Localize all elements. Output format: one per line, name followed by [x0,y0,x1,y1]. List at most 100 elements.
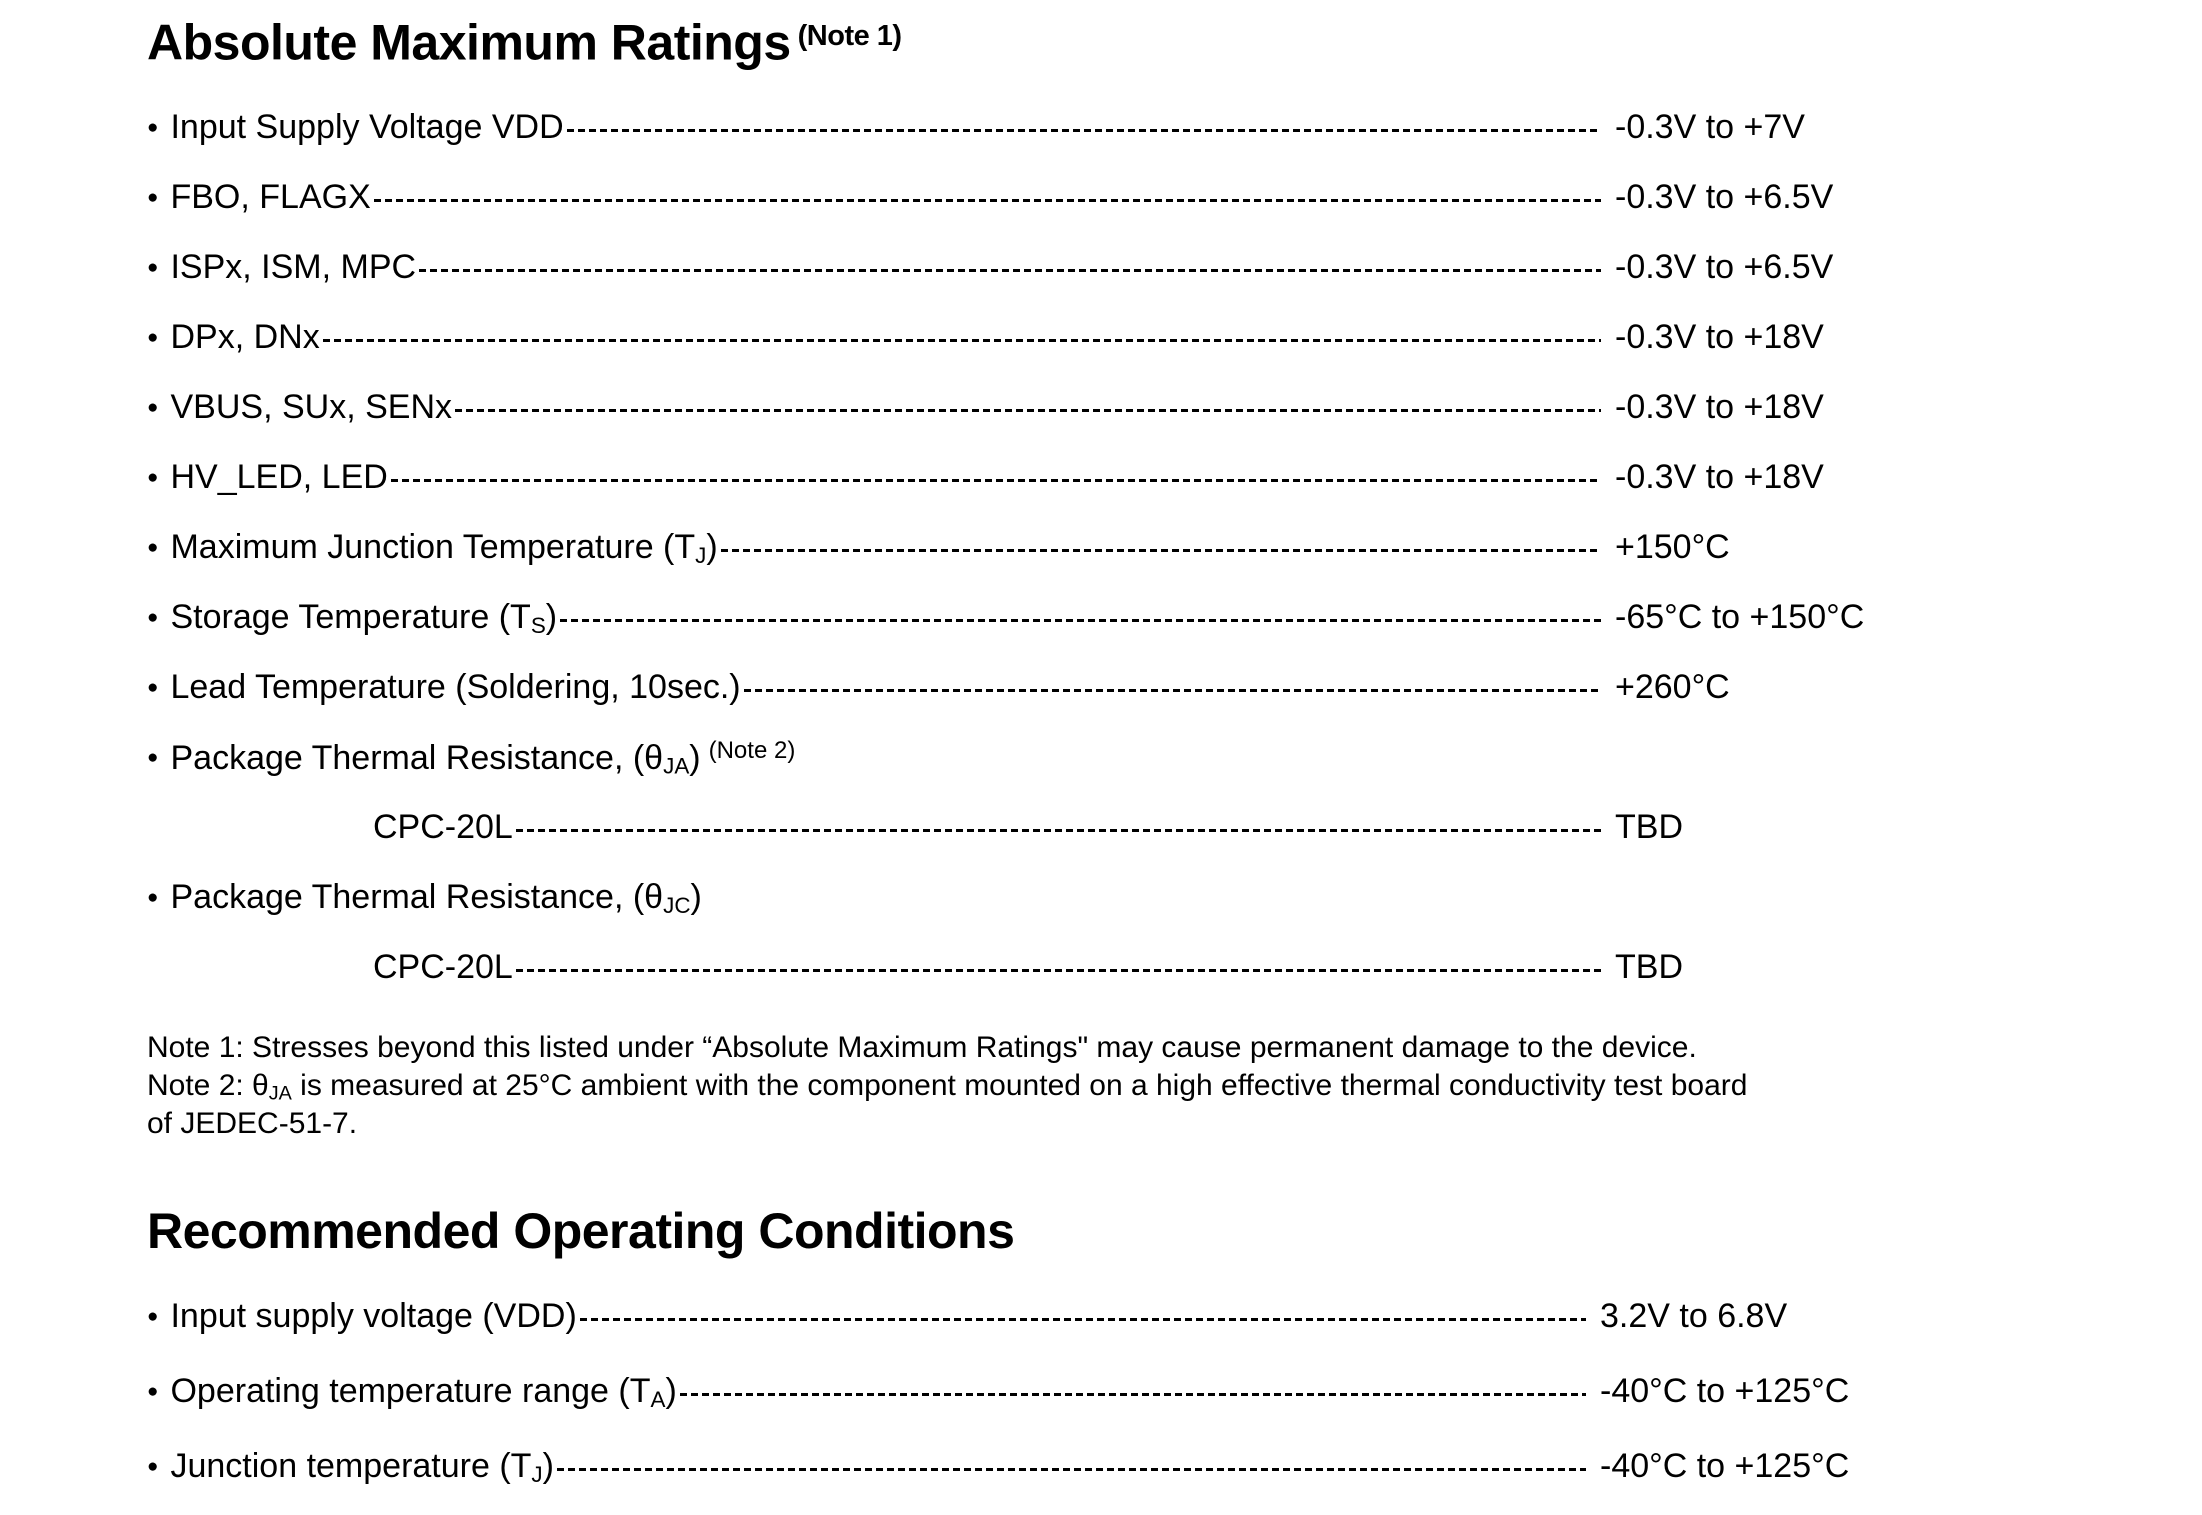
condition-value: 3.2V to 6.8V [1600,1296,1788,1335]
row-lead-zone: ● Input supply voltage (VDD) [147,1297,1600,1336]
bullet-icon: ● [147,887,159,908]
row-lead-zone: ● Maximum Junction Temperature (TJ) [147,528,1615,567]
condition-value: -40°C to +125°C [1600,1446,1850,1485]
dash-leader [390,479,1601,482]
row-lead-zone: ● Operating temperature range (TA) [147,1372,1600,1411]
rating-label: Lead Temperature (Soldering, 10sec.) [170,668,741,706]
dash-leader [743,689,1601,692]
bullet-icon: ● [147,1305,159,1327]
bullet-icon: ● [147,467,159,488]
rating-row: ● HV_LED, LED -0.3V to +18V [147,443,2202,513]
section-title-absolute-maximum-ratings: Absolute Maximum Ratings (Note 1) [147,8,2202,71]
bullet-icon: ● [147,327,159,348]
rating-label: ISPx, ISM, MPC [170,248,417,286]
dash-leader [556,1467,1586,1471]
dash-leader [679,1392,1586,1396]
subscript: J [531,1461,543,1487]
rating-label: Storage Temperature (TS) [170,598,558,638]
rating-value: +150°C [1615,528,1730,566]
condition-row: ● Junction temperature (TJ) -40°C to +12… [147,1429,2202,1504]
rating-row: ● VBUS, SUx, SENx -0.3V to +18V [147,373,2202,443]
row-lead-zone: ● FBO, FLAGX [147,178,1615,217]
dash-leader [566,129,1601,132]
subscript: JA [663,753,690,779]
dash-leader [720,549,1601,552]
rating-row: ● Storage Temperature (TS) -65°C to +150… [147,583,2202,653]
bullet-icon: ● [147,117,159,138]
rating-value: -65°C to +150°C [1615,598,1865,636]
rating-label: CPC-20L [373,808,513,846]
rating-row: ● ISPx, ISM, MPC -0.3V to +6.5V [147,233,2202,303]
row-lead-zone: ● VBUS, SUx, SENx [147,388,1615,427]
rating-label: Maximum Junction Temperature (TJ) [170,528,718,568]
bullet-icon: ● [147,607,159,628]
note-1-ref: (Note 1) [797,20,902,52]
rating-row: ● DPx, DNx -0.3V to +18V [147,303,2202,373]
rating-value: TBD [1615,948,1683,986]
condition-value: -40°C to +125°C [1600,1371,1850,1410]
rating-row: CPC-20L TBD [147,933,2202,1003]
subscript: JC [663,892,691,918]
rating-value: -0.3V to +18V [1615,458,1824,496]
title-text: Absolute Maximum Ratings [147,14,791,71]
dash-leader [515,829,1601,832]
row-lead-zone: ● ISPx, ISM, MPC [147,248,1615,287]
absolute-maximum-ratings-list: ● Input Supply Voltage VDD -0.3V to +7V … [147,93,2202,1003]
row-lead-zone: ● Input Supply Voltage VDD [147,108,1615,147]
bullet-icon: ● [147,397,159,418]
rating-row: ● Maximum Junction Temperature (TJ) +150… [147,513,2202,583]
condition-label: Operating temperature range (TA) [170,1371,677,1412]
condition-label: Junction temperature (TJ) [170,1446,554,1487]
bullet-icon: ● [147,257,159,278]
rating-value: -0.3V to +7V [1615,108,1805,146]
row-lead-zone: ● Lead Temperature (Soldering, 10sec.) [147,668,1615,707]
row-lead-zone: ● Storage Temperature (TS) [147,598,1615,637]
rating-row: ● Package Thermal Resistance, (θJA) (Note… [147,723,2202,793]
bullet-icon: ● [147,537,159,558]
section-title-recommended-operating-conditions: Recommended Operating Conditions [147,1202,1015,1259]
subscript: A [650,1386,666,1412]
dash-leader [515,969,1601,972]
rating-row: ● Lead Temperature (Soldering, 10sec.) +… [147,653,2202,723]
subscript: J [695,542,707,568]
row-lead-zone: ● DPx, DNx [147,318,1615,357]
rating-value: -0.3V to +6.5V [1615,178,1834,216]
rating-value: -0.3V to +6.5V [1615,248,1834,286]
dash-leader [373,199,1601,202]
rating-label: VBUS, SUx, SENx [170,388,452,426]
rating-label: Input Supply Voltage VDD [170,108,564,146]
bullet-icon: ● [147,187,159,208]
dash-leader [419,269,1601,272]
rating-row: ● Package Thermal Resistance, (θJC) [147,863,2202,933]
rating-row: CPC-20L TBD [147,793,2202,863]
rating-label: FBO, FLAGX [170,178,371,216]
condition-row: ● Operating temperature range (TA) -40°C… [147,1354,2202,1429]
row-lead-zone: ● Junction temperature (TJ) [147,1447,1600,1486]
row-lead-zone: ● HV_LED, LED [147,458,1615,497]
recommended-operating-conditions-list: ● Input supply voltage (VDD) 3.2V to 6.8… [147,1279,2202,1504]
row-lead-zone: CPC-20L [147,808,1615,847]
rating-value: -0.3V to +18V [1615,318,1824,356]
rating-label: CPC-20L [373,948,513,986]
dash-leader [560,619,1601,622]
bullet-icon: ● [147,677,159,698]
rating-label: HV_LED, LED [170,458,388,496]
row-lead-zone: ● Package Thermal Resistance, (θJC) [147,878,702,917]
notes-block: Note 1: Stresses beyond this listed unde… [147,1029,2202,1143]
note-1: Note 1: Stresses beyond this listed unde… [147,1030,1697,1064]
row-lead-zone: ● Package Thermal Resistance, (θJA) (Note… [147,737,795,778]
note-2-ref: (Note 2) [708,737,796,765]
rating-value: +260°C [1615,668,1730,706]
dash-leader [455,409,1601,412]
dash-leader [322,339,1601,342]
rating-label: Package Thermal Resistance, (θJA) (Note 2… [170,737,796,779]
note-2-continued: of JEDEC-51-7. [147,1106,358,1140]
subscript: S [530,612,546,638]
rating-label: Package Thermal Resistance, (θJC) [170,878,702,918]
condition-row: ● Input supply voltage (VDD) 3.2V to 6.8… [147,1279,2202,1354]
rating-label: DPx, DNx [170,318,320,356]
bullet-icon: ● [147,1455,159,1477]
rating-row: ● Input Supply Voltage VDD -0.3V to +7V [147,93,2202,163]
subscript: JA [268,1081,292,1104]
